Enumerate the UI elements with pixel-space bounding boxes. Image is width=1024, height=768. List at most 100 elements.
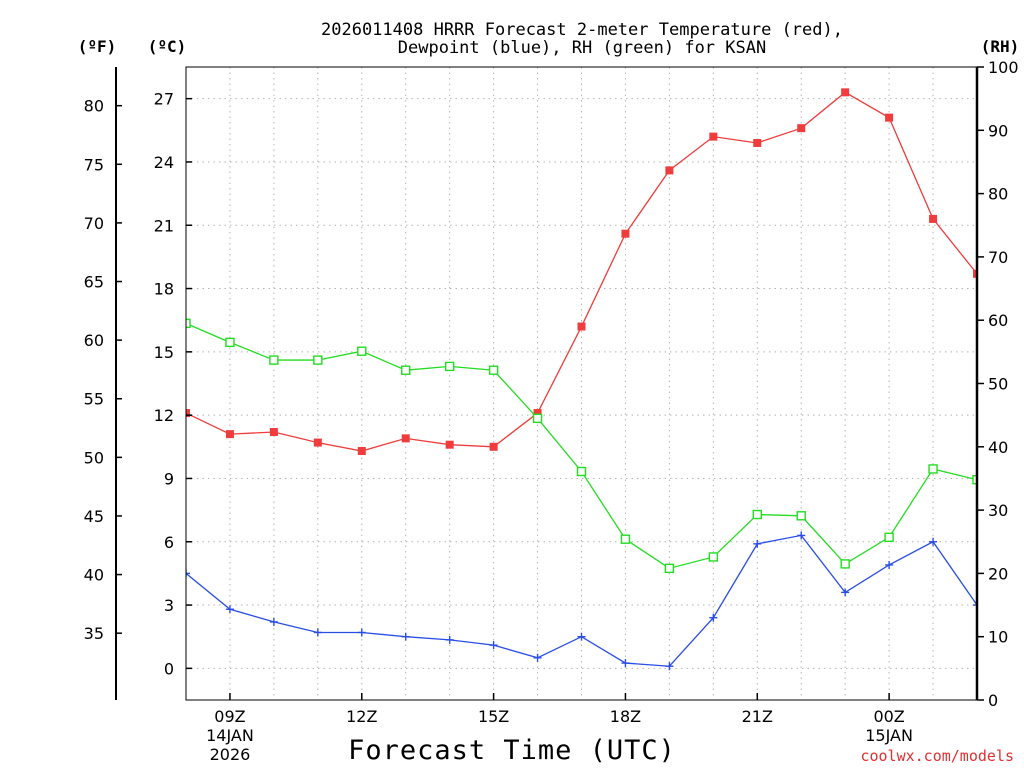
temperature-point — [533, 409, 542, 418]
celsius-tick-label: 3 — [164, 596, 174, 615]
x-tick-label: 09Z — [214, 707, 245, 726]
rh-point — [708, 552, 719, 562]
fahrenheit-tick-label: 70 — [84, 214, 104, 233]
temperature-point — [973, 269, 978, 278]
rh-point — [444, 361, 455, 372]
rh-point — [796, 511, 806, 521]
rh-point — [401, 365, 411, 375]
dewpoint-series — [186, 531, 978, 671]
plot-frame — [115, 66, 984, 701]
rh-series — [186, 318, 978, 574]
celsius-tick-label: 27 — [154, 90, 174, 109]
dewpoint-point — [269, 617, 278, 626]
temperature-series — [186, 88, 978, 456]
fahrenheit-tick-label: 40 — [84, 566, 104, 585]
temperature-point — [709, 132, 718, 141]
rh-point — [488, 365, 499, 375]
rh-tick-label: 20 — [988, 564, 1008, 583]
temperature-point — [841, 88, 850, 97]
dewpoint-point — [665, 662, 674, 671]
fahrenheit-tick-label: 50 — [84, 448, 104, 467]
dewpoint-point — [313, 628, 322, 637]
dewpoint-point — [445, 635, 454, 644]
celsius-tick-label: 15 — [154, 343, 174, 362]
temperature-point — [753, 138, 762, 147]
rh-point — [884, 532, 894, 543]
x-tick-label: 12Z — [346, 707, 377, 726]
rh-point — [840, 559, 850, 569]
temperature-point — [225, 430, 234, 439]
rh-axis-unit: (RH) — [981, 37, 1020, 56]
celsius-axis-unit: (ºC) — [148, 37, 187, 56]
dewpoint-point — [577, 632, 586, 641]
rh-tick-label: 40 — [988, 438, 1008, 457]
dewpoint-point — [186, 569, 190, 578]
rh-point — [532, 413, 543, 424]
rh-line — [186, 322, 978, 570]
dewpoint-point — [489, 641, 498, 650]
fahrenheit-tick-label: 65 — [84, 273, 104, 292]
celsius-tick-label: 21 — [154, 216, 174, 235]
fahrenheit-tick-label: 75 — [84, 155, 104, 174]
rh-tick-label: 0 — [988, 691, 998, 710]
rh-point — [928, 464, 938, 474]
rh-point — [313, 355, 323, 365]
dewpoint-point — [841, 588, 850, 597]
x-tick-label: 00Z — [873, 707, 904, 726]
celsius-tick-label: 18 — [154, 280, 174, 299]
dewpoint-point — [885, 560, 894, 569]
data-series — [186, 88, 978, 671]
chart-title-line1: 2026011408 HRRR Forecast 2-meter Tempera… — [321, 20, 843, 40]
temperature-point — [445, 440, 454, 449]
temperature-point — [269, 428, 278, 437]
fahrenheit-tick-label: 60 — [84, 331, 104, 350]
temperature-point — [665, 166, 674, 175]
x-tick-label: 21Z — [742, 707, 773, 726]
x-tick-label: 15Z — [478, 707, 509, 726]
celsius-tick-label: 6 — [164, 533, 174, 552]
rh-tick-label: 90 — [988, 121, 1008, 140]
dewpoint-point — [709, 613, 718, 622]
dewpoint-point — [929, 537, 938, 546]
x-tick-date-label: 15JAN — [865, 726, 913, 745]
rh-tick-label: 80 — [988, 185, 1008, 204]
rh-point — [269, 355, 279, 365]
dewpoint-point — [753, 539, 762, 548]
temperature-point — [929, 214, 938, 223]
x-tick-year-label: 2026 — [210, 745, 251, 764]
celsius-tick-label: 0 — [164, 659, 174, 678]
fahrenheit-tick-label: 55 — [84, 390, 104, 409]
rh-tick-label: 10 — [988, 628, 1008, 647]
rh-point — [186, 318, 191, 329]
rh-point — [752, 509, 762, 520]
rh-point — [620, 534, 631, 544]
rh-tick-label: 60 — [988, 311, 1008, 330]
x-tick-date-label: 14JAN — [206, 726, 254, 745]
temperature-point — [885, 113, 894, 122]
rh-tick-label: 70 — [988, 248, 1008, 267]
temperature-point — [313, 438, 322, 447]
x-tick-label: 18Z — [610, 707, 641, 726]
dewpoint-point — [621, 659, 630, 668]
axis-tick-labels: 35 40 45 50 55 60 65 70 75 80 0 3 6 9 12 15 18 21 24 27 0 10 2… — [84, 58, 1019, 764]
dewpoint-point — [357, 628, 366, 637]
chart-title-line2: Dewpoint (blue), RH (green) for KSAN — [398, 38, 766, 58]
temperature-point — [186, 409, 190, 418]
temperature-point — [489, 442, 498, 451]
temperature-point — [577, 322, 586, 331]
dewpoint-point — [401, 632, 410, 641]
temperature-point — [401, 434, 410, 443]
x-axis-label: Forecast Time (UTC) — [348, 735, 676, 766]
celsius-tick-label: 9 — [164, 469, 174, 488]
temperature-point — [797, 124, 806, 133]
dewpoint-point — [225, 605, 234, 614]
rh-point — [664, 563, 675, 574]
temperature-point — [621, 229, 630, 238]
rh-point — [225, 337, 235, 348]
dewpoint-point — [797, 531, 806, 540]
fahrenheit-axis-unit: (ºF) — [78, 37, 117, 56]
rh-tick-label: 100 — [988, 58, 1019, 77]
temperature-point — [357, 447, 366, 456]
rh-tick-label: 30 — [988, 501, 1008, 520]
celsius-tick-label: 12 — [154, 406, 174, 425]
